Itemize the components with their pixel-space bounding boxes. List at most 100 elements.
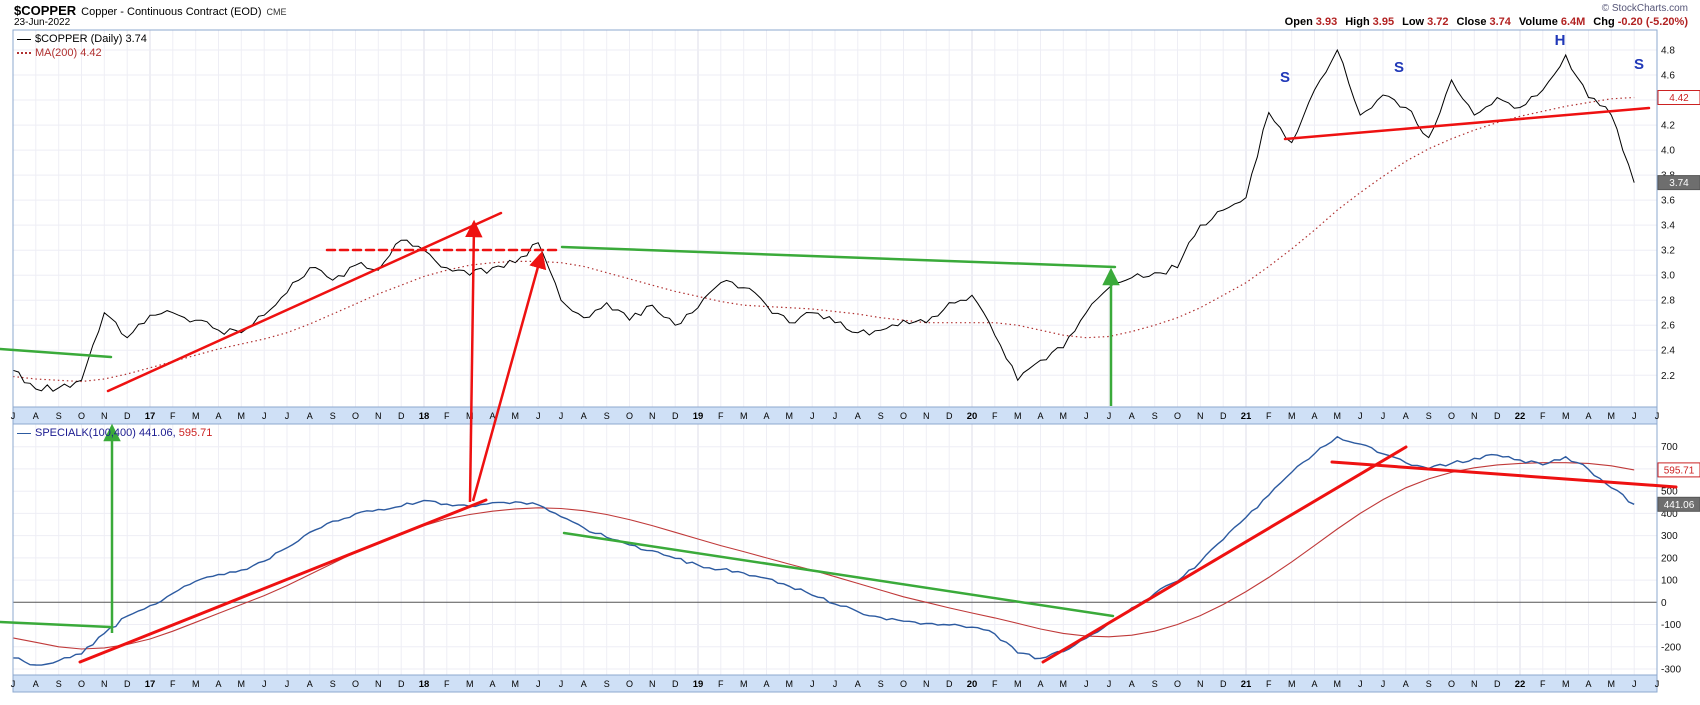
month-label: J (1358, 679, 1363, 689)
value-box-label: 4.42 (1669, 93, 1689, 104)
value-box (1657, 496, 1700, 512)
month-label: J (1632, 679, 1637, 689)
month-label: S (878, 679, 884, 689)
price-tick-label: 2.8 (1661, 296, 1675, 307)
month-label: A (855, 679, 861, 689)
month-label: A (307, 411, 313, 421)
month-label: J (1655, 411, 1660, 421)
letter-annotation-s: S (1394, 59, 1404, 76)
month-label: S (56, 411, 62, 421)
trendline-annotation (0, 347, 113, 359)
month-label: D (124, 411, 131, 421)
trendline-annotation (106, 211, 503, 393)
month-label: A (581, 411, 587, 421)
month-label: O (626, 679, 633, 689)
month-label: O (1448, 679, 1455, 689)
month-label: F (1266, 411, 1272, 421)
month-label: F (992, 411, 998, 421)
month-label: S (330, 411, 336, 421)
month-label: O (1448, 411, 1455, 421)
month-label: D (1494, 411, 1501, 421)
value-box-label: 441.06 (1664, 500, 1695, 511)
month-label: A (763, 411, 769, 421)
month-label: F (170, 411, 176, 421)
month-label: A (489, 411, 495, 421)
price-tick-label: 4.8 (1661, 46, 1675, 57)
annotations: S S H S 4.42 3.74 595.71 441.06 (0, 32, 1700, 664)
trendline-annotation (560, 245, 1117, 269)
price-tick-label: 3.6 (1661, 196, 1675, 207)
month-label: F (1540, 679, 1546, 689)
year-label: 21 (1241, 411, 1252, 422)
month-label: A (1311, 411, 1317, 421)
year-label: 17 (145, 679, 156, 690)
month-label: A (763, 679, 769, 689)
price-tick-label: 4.6 (1661, 71, 1675, 82)
arrow-annotation (465, 219, 483, 503)
month-label: O (78, 679, 85, 689)
month-label: M (740, 679, 748, 689)
month-label: N (101, 679, 108, 689)
letter-annotation-s: S (1280, 69, 1290, 86)
month-label: S (878, 411, 884, 421)
month-label: J (833, 411, 838, 421)
month-label: J (1084, 411, 1089, 421)
month-label: F (444, 411, 450, 421)
indicator-tick-label: 700 (1661, 442, 1678, 453)
month-label: A (1129, 679, 1135, 689)
arrow-annotation (471, 250, 547, 502)
letter-annotation-h: H (1555, 32, 1566, 49)
year-label: 20 (967, 411, 978, 422)
month-label: M (1060, 679, 1068, 689)
month-label: M (740, 411, 748, 421)
month-label: S (1426, 411, 1432, 421)
price-tick-label: 2.2 (1661, 371, 1675, 382)
specialk-line (12, 435, 1635, 666)
month-label: N (923, 679, 930, 689)
month-label: D (672, 411, 679, 421)
month-label: F (444, 679, 450, 689)
month-label: D (1494, 679, 1501, 689)
month-label: J (11, 679, 16, 689)
month-label: J (833, 679, 838, 689)
month-label: S (56, 679, 62, 689)
trendline-annotation (0, 620, 112, 629)
month-label: A (33, 679, 39, 689)
month-label: M (238, 679, 246, 689)
month-label: N (923, 411, 930, 421)
month-label: D (946, 679, 953, 689)
month-label: N (649, 411, 656, 421)
month-label: M (1334, 411, 1342, 421)
month-label: M (192, 679, 200, 689)
month-label: A (307, 679, 313, 689)
month-label: M (466, 411, 474, 421)
month-label: J (536, 411, 541, 421)
month-label: J (1084, 679, 1089, 689)
year-label: 19 (693, 679, 704, 690)
indicator-tick-label: -300 (1661, 665, 1681, 676)
month-label: M (1060, 411, 1068, 421)
month-label: J (536, 679, 541, 689)
month-label: S (1152, 679, 1158, 689)
indicator-tick-label: 0 (1661, 598, 1667, 609)
price-line (12, 48, 1635, 392)
y-axis-labels: 4.84.64.44.24.03.83.63.43.23.02.82.62.42… (1661, 46, 1681, 676)
month-label: O (900, 411, 907, 421)
month-label: O (1174, 679, 1181, 689)
month-label: M (1288, 679, 1296, 689)
month-label: A (33, 411, 39, 421)
month-label: J (1381, 679, 1386, 689)
month-label: N (375, 679, 382, 689)
month-label: M (1562, 679, 1570, 689)
month-label: N (649, 679, 656, 689)
month-label: D (672, 679, 679, 689)
year-label: 22 (1515, 411, 1526, 422)
price-tick-label: 3.2 (1661, 246, 1675, 257)
year-label: 18 (419, 411, 430, 422)
month-label: J (810, 679, 815, 689)
month-label: J (1655, 679, 1660, 689)
month-label: A (581, 679, 587, 689)
value-box (1657, 462, 1700, 478)
indicator-panel-border (12, 423, 1658, 676)
